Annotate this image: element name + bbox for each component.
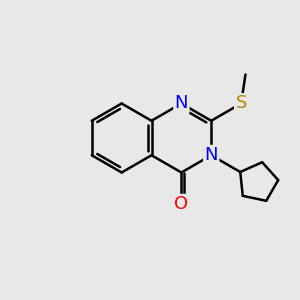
Text: N: N: [175, 94, 188, 112]
Text: O: O: [174, 195, 188, 213]
Text: S: S: [236, 94, 247, 112]
Text: N: N: [205, 146, 218, 164]
